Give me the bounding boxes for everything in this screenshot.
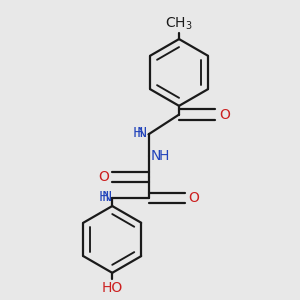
Text: N: N xyxy=(102,190,112,204)
Text: O: O xyxy=(188,191,199,205)
Text: N: N xyxy=(137,126,147,140)
Text: O: O xyxy=(219,108,230,122)
Text: O: O xyxy=(98,170,109,184)
Text: HO: HO xyxy=(102,281,123,295)
Text: CH$_3$: CH$_3$ xyxy=(165,15,193,32)
Text: H: H xyxy=(133,126,143,140)
Text: H: H xyxy=(159,149,169,163)
Text: N: N xyxy=(151,149,161,163)
Text: H: H xyxy=(98,190,109,204)
